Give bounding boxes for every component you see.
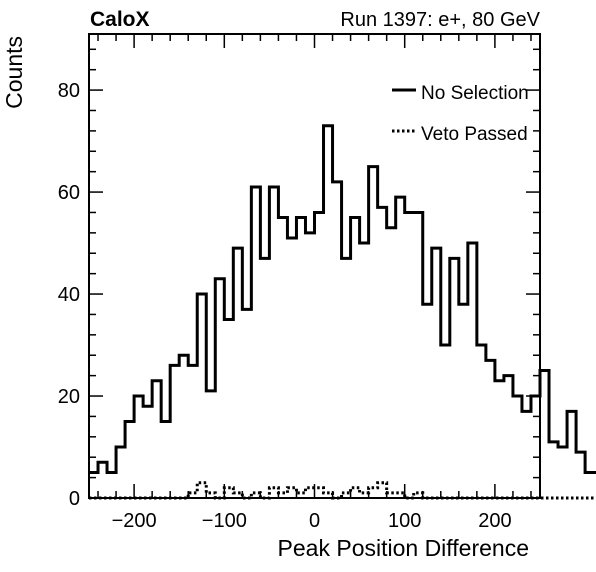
- chart-title-right: Run 1397: e+, 80 GeV: [340, 9, 540, 31]
- legend-label-no-selection: No Selection: [421, 83, 529, 104]
- x-tick-label: −100: [202, 510, 247, 532]
- x-tick-label: 0: [309, 510, 320, 532]
- chart-title-left: CaloX: [90, 8, 150, 31]
- y-tick-label: 60: [58, 182, 80, 204]
- x-tick-label: 100: [388, 510, 421, 532]
- x-axis-label: Peak Position Difference: [278, 535, 529, 561]
- series-veto-passed: [89, 481, 596, 500]
- y-tick-label: 40: [58, 284, 80, 306]
- y-tick-label: 0: [69, 488, 80, 510]
- legend-label-veto-passed: Veto Passed: [421, 124, 528, 145]
- y-axis-label: Counts: [1, 36, 27, 109]
- y-tick-label: 20: [58, 386, 80, 408]
- x-tick-label: 200: [478, 510, 511, 532]
- x-tick-label: −200: [112, 510, 157, 532]
- y-axis-ticks: [89, 48, 540, 499]
- legend: No Selection Veto Passed: [392, 83, 529, 145]
- series-no-selection: [89, 124, 596, 475]
- series-layer: [89, 124, 596, 500]
- y-axis-tick-labels: 0 20 40 60 80: [58, 80, 80, 510]
- y-tick-label: 80: [58, 80, 80, 102]
- x-axis-tick-labels: −200 −100 0 100 200: [112, 510, 512, 532]
